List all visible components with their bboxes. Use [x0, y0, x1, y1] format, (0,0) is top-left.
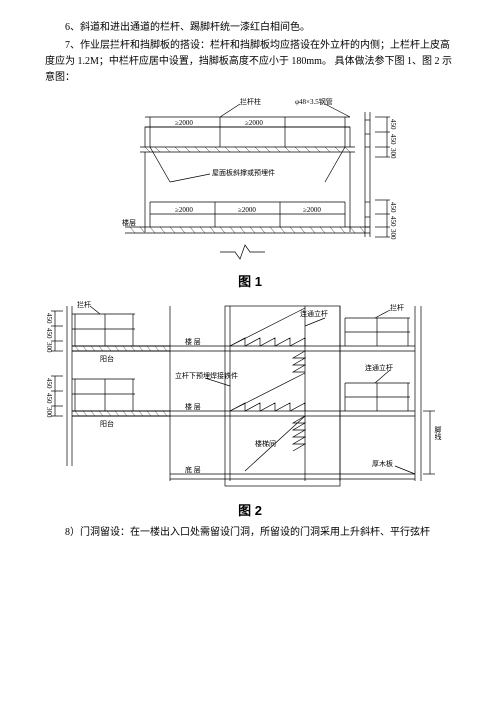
fig1-d2000-b: ≥2000: [245, 119, 263, 127]
fig2-label-ltlg: 连通立杆: [300, 309, 328, 318]
fig1-d2000-c: ≥2000: [175, 206, 193, 214]
fig2-label-lgxt: 立杆下预埋焊接铁件: [175, 371, 238, 380]
figure-2-caption: 图 2: [45, 500, 455, 519]
fig2-label-lg2: 拦杆: [390, 303, 404, 312]
fig1-label-lgz: 拦杆柱: [240, 97, 261, 106]
fig1-dim-450d: 450: [389, 216, 397, 227]
fig2-label-jc: 脚线: [434, 425, 442, 440]
paragraph-8: 8）门洞留设：在一楼出入口处需留设门洞，所留设的门洞采用上升斜杆、平行弦杆: [45, 525, 455, 541]
fig1-dim-300b: 300: [389, 229, 397, 240]
fig1-d2000-a: ≥2000: [175, 119, 193, 127]
fig2-label-floor2: 楼 层: [185, 402, 201, 411]
figure-2-svg: 拦杆 阳台 阳台 楼 层 楼 层 底 层 楼梯间 连通立杆 立杆下预埋焊接铁件 …: [45, 296, 455, 496]
fig2-label-floor1: 楼 层: [185, 337, 201, 346]
fig1-d2000-e: ≥2000: [303, 206, 321, 214]
fig2-label-lg1: 拦杆: [77, 300, 91, 309]
fig1-label-pipe: φ48×3.5钢管: [295, 97, 333, 106]
fig1-dim-450c: 450: [389, 202, 397, 213]
fig2-label-bottom: 底 层: [185, 465, 201, 474]
fig1-label-floor: 楼层: [122, 218, 136, 227]
fig2-label-hmb: 厚木板: [372, 459, 393, 468]
figure-1-container: 拦杆柱 φ48×3.5钢管 ≥2000 ≥2000 屋面板斜撑或预埋件 ≥200…: [45, 92, 455, 267]
figure-1-svg: 拦杆柱 φ48×3.5钢管 ≥2000 ≥2000 屋面板斜撑或预埋件 ≥200…: [90, 92, 410, 267]
fig2-d300a: 300: [45, 342, 53, 353]
fig2-label-yt2: 阳台: [100, 419, 114, 428]
fig2-d450c: 450: [45, 378, 53, 389]
fig2-d450b: 450: [45, 328, 53, 339]
fig1-dim-300a: 300: [389, 148, 397, 159]
fig2-d450d: 450: [45, 393, 53, 404]
fig2-label-yt1: 阳台: [100, 354, 114, 363]
figure-1-caption: 图 1: [45, 271, 455, 290]
paragraph-6: 6、斜道和进出通道的栏杆、踢脚杆统一漆红白相间色。: [45, 20, 455, 36]
fig1-label-wmb: 屋面板斜撑或预埋件: [212, 168, 275, 177]
fig2-d450a: 450: [45, 313, 53, 324]
paragraph-7: 7、作业层拦杆和挡脚板的搭设：栏杆和挡脚板均应搭设在外立杆的内侧；上栏杆上皮高度…: [45, 38, 455, 86]
fig2-label-ltlg2: 连通立杆: [365, 363, 393, 372]
fig1-dim-450b: 450: [389, 134, 397, 145]
figure-2-container: 拦杆 阳台 阳台 楼 层 楼 层 底 层 楼梯间 连通立杆 立杆下预埋焊接铁件 …: [45, 296, 455, 496]
fig1-dim-450a: 450: [389, 119, 397, 130]
fig1-d2000-d: ≥2000: [238, 206, 256, 214]
fig2-d300b: 300: [45, 407, 53, 418]
fig2-label-ltj: 楼梯间: [255, 439, 276, 448]
